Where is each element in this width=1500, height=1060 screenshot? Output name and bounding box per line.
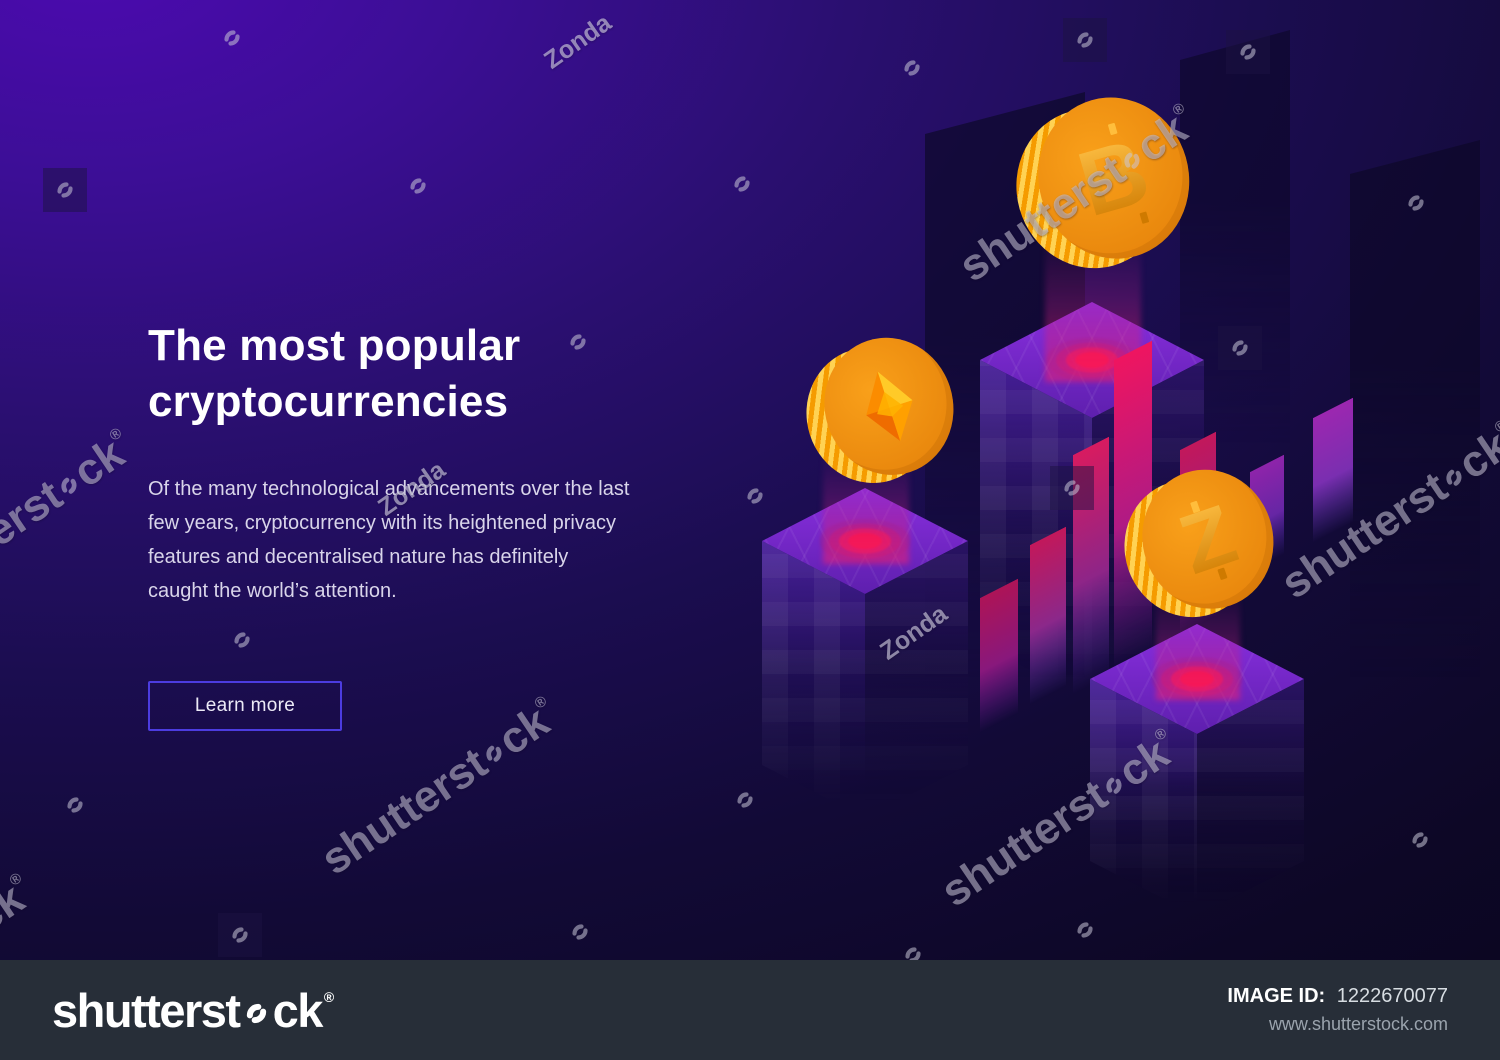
hero-paragraph-line: features and decentralised nature has de… [148, 546, 569, 568]
logo-text-suffix: ck [272, 983, 324, 1037]
ethereum-platform [762, 488, 968, 818]
background-tower [1350, 140, 1480, 700]
bar-chart-bar [1030, 526, 1066, 705]
page-title-line1: The most popular [148, 321, 521, 370]
logo-text-prefix: shutterst [52, 983, 241, 1037]
image-metadata: IMAGE ID: 1222670077 www.shutterstock.co… [1227, 985, 1448, 1035]
page-title: The most popular cryptocurrencies [148, 318, 708, 430]
platform-left-face [762, 541, 865, 818]
hero-paragraph: Of the many technological advancements o… [148, 472, 748, 608]
page-title-line2: cryptocurrencies [148, 377, 509, 426]
registered-mark: ® [323, 988, 334, 1005]
shutterstock-mark-icon [246, 1003, 266, 1023]
image-id-value: 1222670077 [1336, 985, 1448, 1007]
coin-face [806, 320, 972, 492]
zcash-platform [1090, 624, 1304, 916]
ethereum-coin [788, 320, 975, 501]
platform-right-face [865, 541, 968, 818]
hero-paragraph-line: caught the world’s attention. [148, 580, 397, 602]
hero-paragraph-line: Of the many technological advancements o… [148, 478, 630, 500]
hero-paragraph-line: few years, cryptocurrency with its heigh… [148, 512, 616, 534]
learn-more-button[interactable]: Learn more [148, 681, 342, 731]
bar-chart-bar [1313, 397, 1353, 543]
image-id-label: IMAGE ID: [1227, 985, 1326, 1007]
shutterstock-logo: shutterst ck ® [52, 983, 334, 1038]
footer-bar: shutterst ck ® IMAGE ID: 1222670077 www.… [0, 960, 1500, 1060]
image-id: IMAGE ID: 1222670077 [1227, 985, 1448, 1008]
zcash-symbol-icon: Z [1168, 486, 1248, 592]
website-url: www.shutterstock.com [1268, 1014, 1448, 1034]
bar-chart-bar [980, 578, 1018, 733]
ethereum-symbol-icon [866, 371, 913, 442]
